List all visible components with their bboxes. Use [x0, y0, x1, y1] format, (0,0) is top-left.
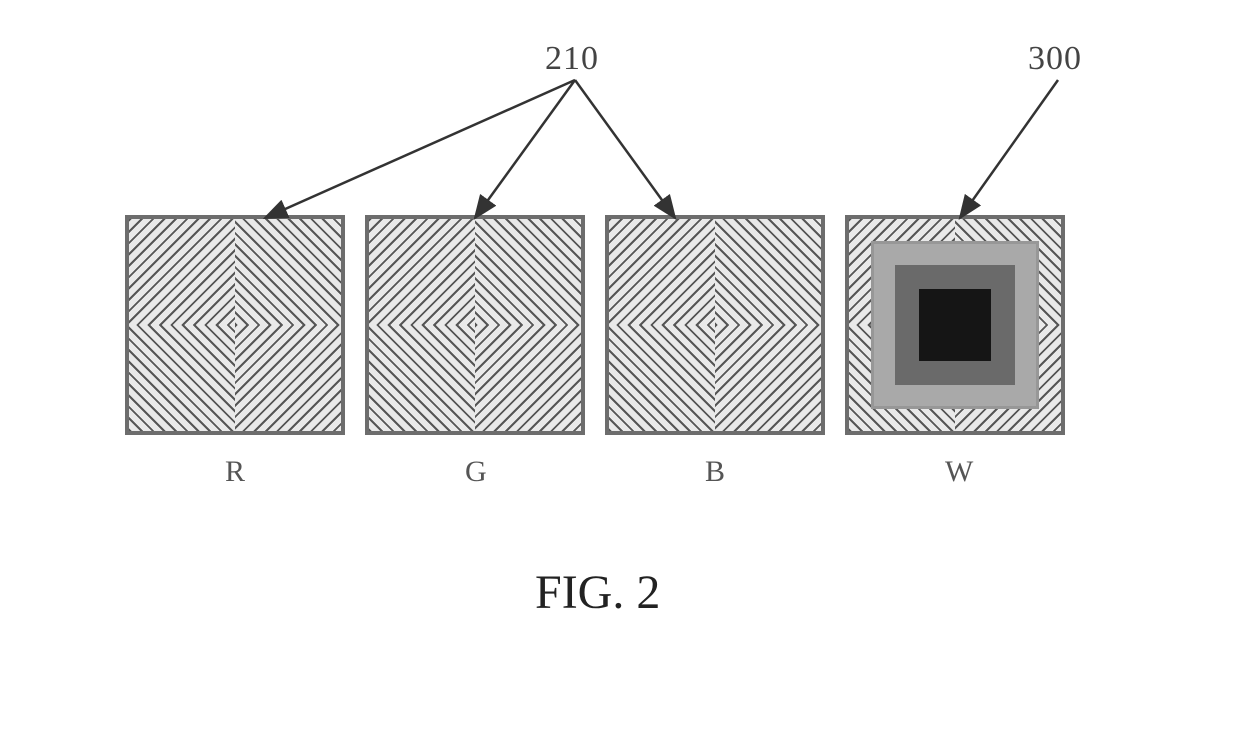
- sensor-core: [919, 289, 991, 361]
- pixel-label-w: W: [945, 455, 975, 489]
- pixel-label-g: G: [465, 455, 489, 489]
- hatch-bl: [369, 325, 475, 431]
- hatch-tr: [235, 219, 341, 325]
- pixel-square-w: [845, 215, 1065, 435]
- hatch-bl: [609, 325, 715, 431]
- hatch-br: [715, 325, 821, 431]
- hatch-tl: [369, 219, 475, 325]
- hatch-tl: [609, 219, 715, 325]
- hatch-br: [235, 325, 341, 431]
- figure-canvas: 210 300 R G B W FIG. 2: [0, 0, 1240, 737]
- pixel-label-b: B: [705, 455, 727, 489]
- pixel-square-b: [605, 215, 825, 435]
- pixel-square-r: [125, 215, 345, 435]
- ref-label-210: 210: [545, 40, 599, 78]
- hatch-bl: [129, 325, 235, 431]
- hatch-tr: [715, 219, 821, 325]
- hatch-tr: [475, 219, 581, 325]
- ref-label-300: 300: [1028, 40, 1082, 78]
- hatch-br: [475, 325, 581, 431]
- hatch-tl: [129, 219, 235, 325]
- figure-caption: FIG. 2: [535, 565, 660, 620]
- pixel-label-r: R: [225, 455, 247, 489]
- pixel-square-g: [365, 215, 585, 435]
